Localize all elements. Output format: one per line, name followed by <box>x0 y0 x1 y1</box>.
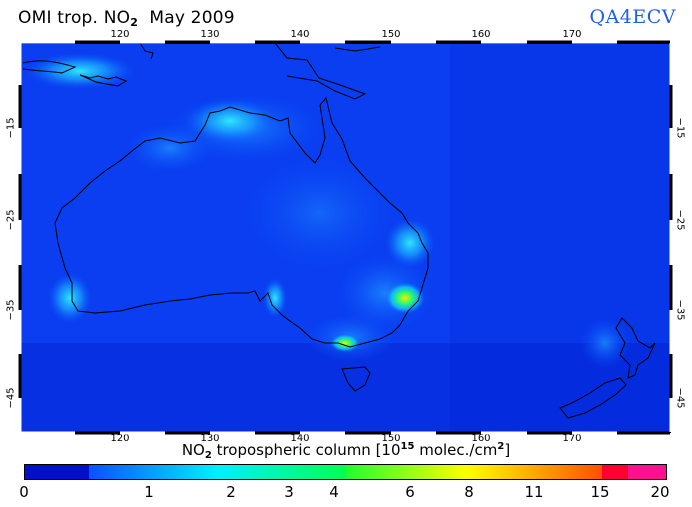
lon-tick-label: 130 <box>200 433 220 444</box>
lon-tick-label: 170 <box>562 29 582 40</box>
colorbar-segment <box>601 465 628 479</box>
lon-tick-label: 170 <box>562 433 582 444</box>
cb-label-part: molec./cm <box>414 441 498 459</box>
lat-tick-label-left: −15 <box>5 117 17 139</box>
lon-tick-label: 150 <box>381 29 401 40</box>
colorbar-tick-label: 2 <box>226 483 236 501</box>
colorbar-tick-label: 15 <box>590 483 610 501</box>
colorbar-tick-label: 1 <box>144 483 154 501</box>
colorbar-segment <box>217 465 346 479</box>
lon-tick-label: 130 <box>200 29 220 40</box>
colorbar-segment <box>467 465 602 479</box>
cb-label-part: NO <box>181 441 205 459</box>
cb-label-part: ] <box>504 441 511 459</box>
lat-tick-label-left: −35 <box>5 299 17 321</box>
lat-tick-label-left: −25 <box>5 209 17 231</box>
lat-tick-label-right: −35 <box>674 299 686 321</box>
lon-tick-label: 140 <box>290 29 310 40</box>
colorbar-segment <box>89 465 218 479</box>
lon-tick-label: 140 <box>290 433 310 444</box>
map-title: OMI trop. NO2 May 2009 <box>18 8 235 29</box>
colorbar-tick-label: 20 <box>650 483 670 501</box>
colorbar-segment <box>627 465 666 479</box>
colorbar-tick-label: 3 <box>284 483 294 501</box>
colorbar-tick-label: 6 <box>405 483 415 501</box>
colorbar-title: NO2 tropospheric column [1015 molec./cm2… <box>0 441 692 461</box>
cb-label-sup: 15 <box>400 441 415 452</box>
lat-tick-label-right: −25 <box>674 209 686 231</box>
lat-tick-label-right: −45 <box>674 387 686 409</box>
cb-label-sub: 2 <box>204 450 212 461</box>
lon-tick-label: 120 <box>110 29 130 40</box>
title-subscript: 2 <box>130 16 139 29</box>
cb-label-part: tropospheric column [10 <box>211 441 401 459</box>
colorbar-tick-label: 11 <box>524 483 544 501</box>
colorbar-tick-label: 0 <box>19 483 29 501</box>
lat-tick-label-left: −45 <box>5 387 17 409</box>
colorbar-tick-label: 4 <box>329 483 339 501</box>
brand-logo: QA4ECV <box>589 6 676 28</box>
lon-tick-label: 120 <box>110 433 130 444</box>
colorbar-tick-label: 8 <box>464 483 474 501</box>
lon-tick-label: 150 <box>381 433 401 444</box>
colorbar-segment <box>345 465 468 479</box>
cb-label-sup: 2 <box>497 441 505 452</box>
no2-map[interactable] <box>20 43 670 432</box>
map-canvas <box>20 43 670 432</box>
lon-tick-label: 160 <box>471 29 491 40</box>
colorbar <box>24 464 667 480</box>
title-date: May 2009 <box>149 8 235 28</box>
colorbar-segment <box>25 465 90 479</box>
lon-tick-label: 160 <box>471 433 491 444</box>
lat-tick-label-right: −15 <box>674 117 686 139</box>
title-text: OMI trop. NO <box>18 8 131 28</box>
